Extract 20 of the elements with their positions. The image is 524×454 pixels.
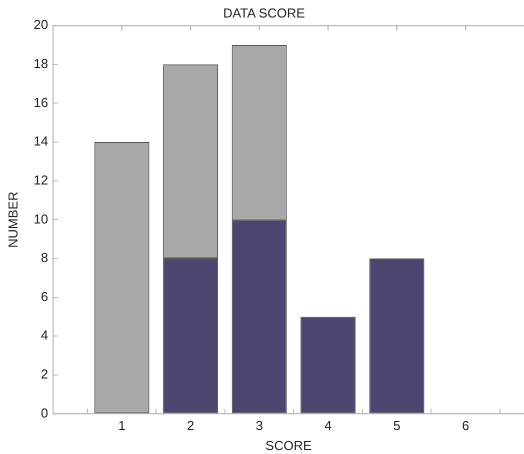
x-tick-label: 2 xyxy=(186,418,194,434)
x-tick-label: 6 xyxy=(462,418,470,434)
y-tick-label: 16 xyxy=(34,94,48,110)
x-tick-label: 3 xyxy=(256,418,263,434)
y-tick-label: 20 xyxy=(34,17,48,32)
y-tick-label: 10 xyxy=(34,211,48,226)
x-tick-label: 4 xyxy=(324,418,332,434)
y-tick-label: 4 xyxy=(40,328,48,343)
y-axis-title: NUMBER xyxy=(5,192,20,248)
chart-title: DATA SCORE xyxy=(223,5,306,20)
y-tick-label: 12 xyxy=(34,172,48,188)
x-tick-label: 1 xyxy=(118,418,126,434)
y-tick-label: 2 xyxy=(40,366,48,382)
y-tick-label: 6 xyxy=(40,288,48,304)
y-tick-label: 18 xyxy=(34,56,48,71)
y-tick-label: 14 xyxy=(34,134,48,149)
y-tick-label: 8 xyxy=(40,250,48,266)
y-tick-label: 0 xyxy=(40,405,48,420)
x-tick-label: 5 xyxy=(393,418,400,434)
x-axis-title: SCORE xyxy=(265,438,312,453)
